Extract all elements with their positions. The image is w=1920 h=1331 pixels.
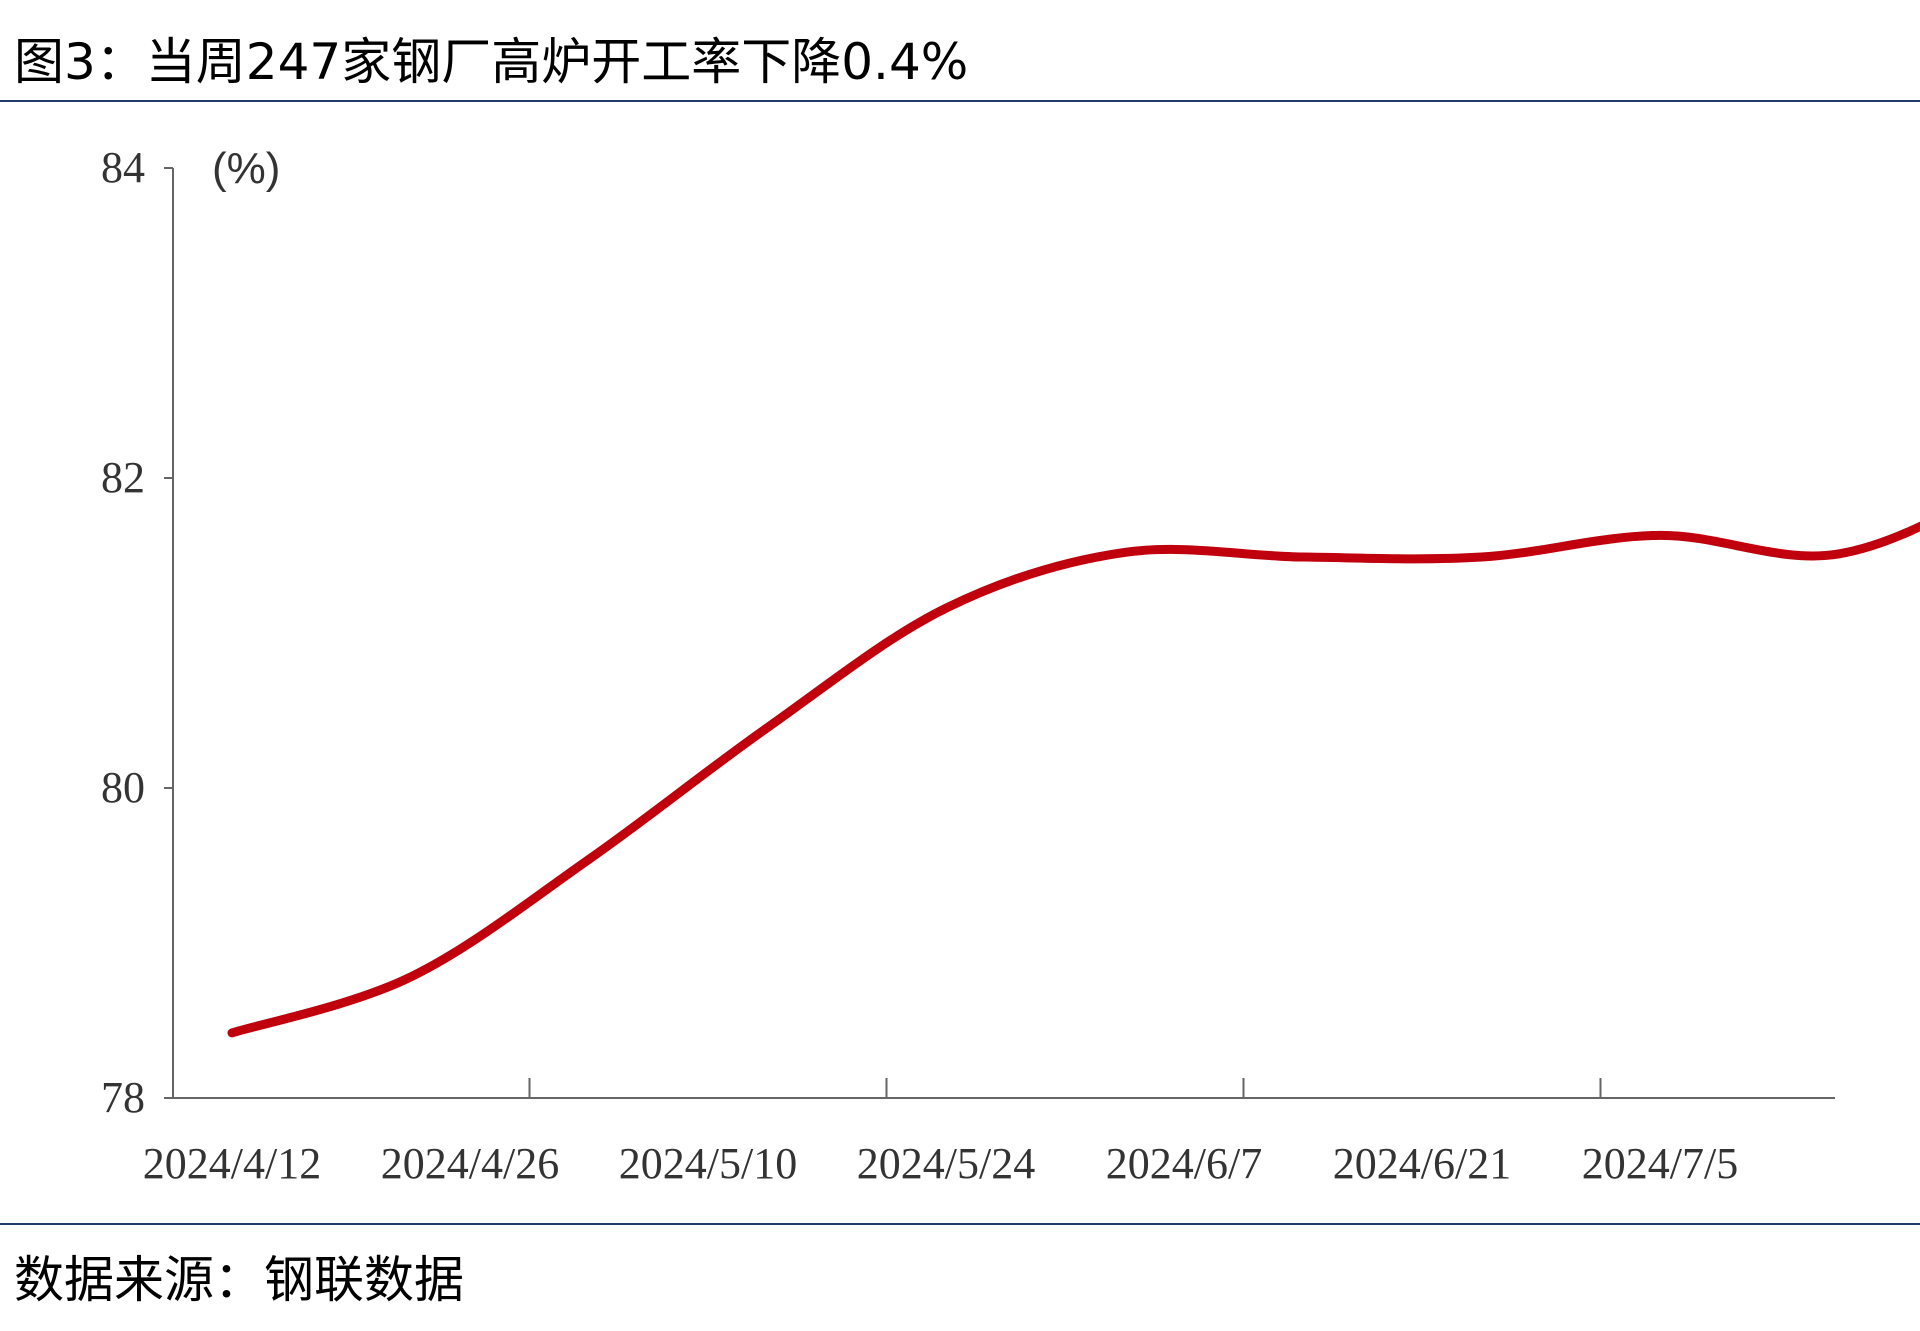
x-tick-label: 2024/5/10 — [619, 1139, 797, 1188]
y-tick-label: 82 — [101, 453, 145, 502]
source-note: 数据来源：钢联数据 — [14, 1251, 464, 1309]
x-tick-label: 2024/6/7 — [1106, 1139, 1262, 1188]
y-ticks-group: 84 82 80 78 — [101, 143, 173, 1122]
x-tick-label: 2024/7/5 — [1582, 1139, 1738, 1188]
x-tick-label: 2024/5/24 — [857, 1139, 1035, 1188]
y-axis-unit-label: (%) — [212, 144, 280, 193]
top-divider — [0, 100, 1920, 102]
x-tick-label: 2024/4/12 — [143, 1139, 321, 1188]
y-tick-label: 78 — [101, 1073, 145, 1122]
y-tick-label: 80 — [101, 763, 145, 812]
x-ticks-group: 2024/4/12 2024/4/26 2024/5/10 2024/5/24 2024… — [143, 1078, 1738, 1188]
bottom-divider — [0, 1223, 1920, 1225]
x-tick-label: 2024/6/21 — [1333, 1139, 1511, 1188]
y-tick-label: 84 — [101, 143, 145, 192]
series-line — [227, 521, 1920, 1038]
x-tick-label: 2024/4/26 — [381, 1139, 559, 1188]
figure-title: 图3：当周247家钢厂高炉开工率下降0.4% — [14, 33, 969, 91]
